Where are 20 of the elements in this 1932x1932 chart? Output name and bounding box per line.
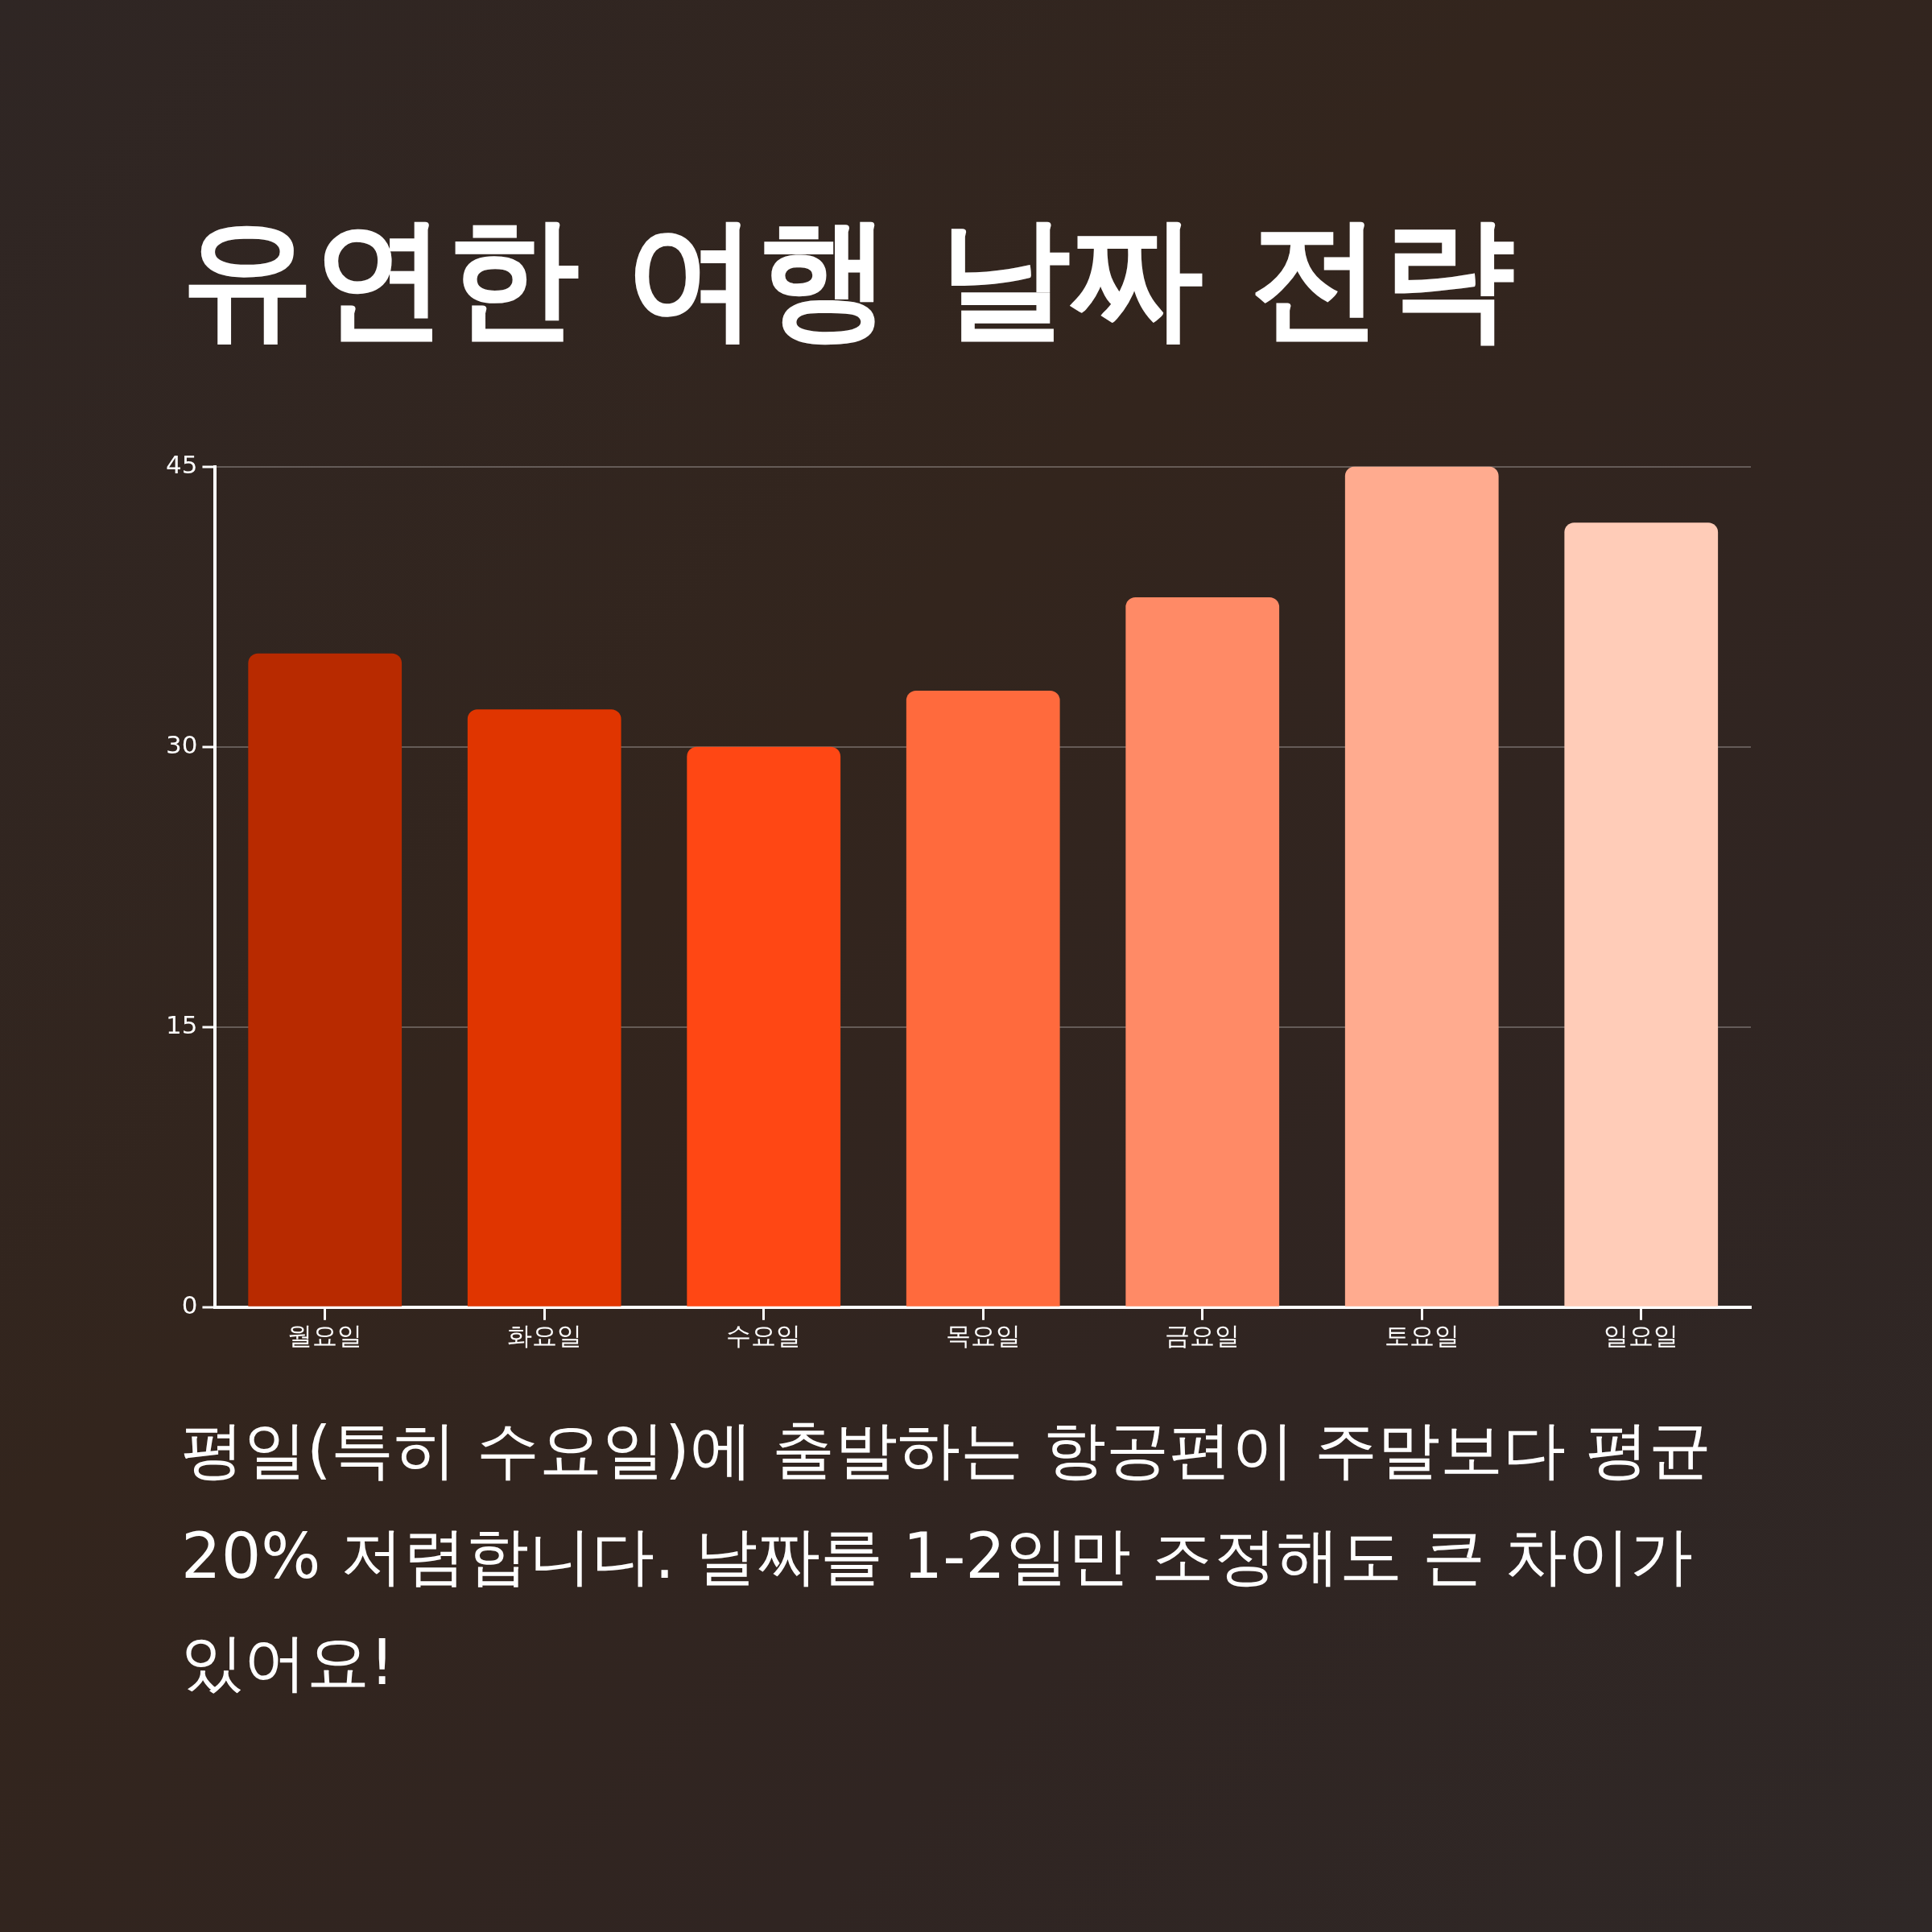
x-tick-label: 수요일 bbox=[726, 1321, 802, 1351]
x-tick-label: 금요일 bbox=[1165, 1321, 1241, 1351]
bar bbox=[687, 746, 841, 1307]
y-tick-label: 0 bbox=[181, 1290, 198, 1319]
bar bbox=[1564, 522, 1719, 1307]
x-tick-label: 토요일 bbox=[1384, 1321, 1459, 1351]
x-tick-label: 일요일 bbox=[1604, 1321, 1679, 1351]
bar bbox=[906, 691, 1060, 1307]
y-tick-label: 15 bbox=[165, 1009, 198, 1039]
y-tick-label: 45 bbox=[165, 449, 198, 479]
x-tick-label: 월요일 bbox=[287, 1321, 363, 1351]
chart-title: 유연한 여행 날짜 전략 bbox=[181, 200, 1516, 355]
bar bbox=[467, 709, 621, 1307]
y-tick-label: 30 bbox=[165, 729, 198, 759]
bar bbox=[248, 653, 402, 1307]
x-tick-label: 목요일 bbox=[945, 1321, 1021, 1351]
bar bbox=[1125, 597, 1280, 1307]
x-tick-label: 화요일 bbox=[506, 1321, 582, 1351]
bar bbox=[1344, 466, 1499, 1307]
text: 평일(특히 수요일)에 출발하는 항공편이 주말보다 평균 20% 저렴합니다. 날짜를 1-2일만 조정해도 큰 차이가 있어요! bbox=[181, 1413, 1712, 1700]
